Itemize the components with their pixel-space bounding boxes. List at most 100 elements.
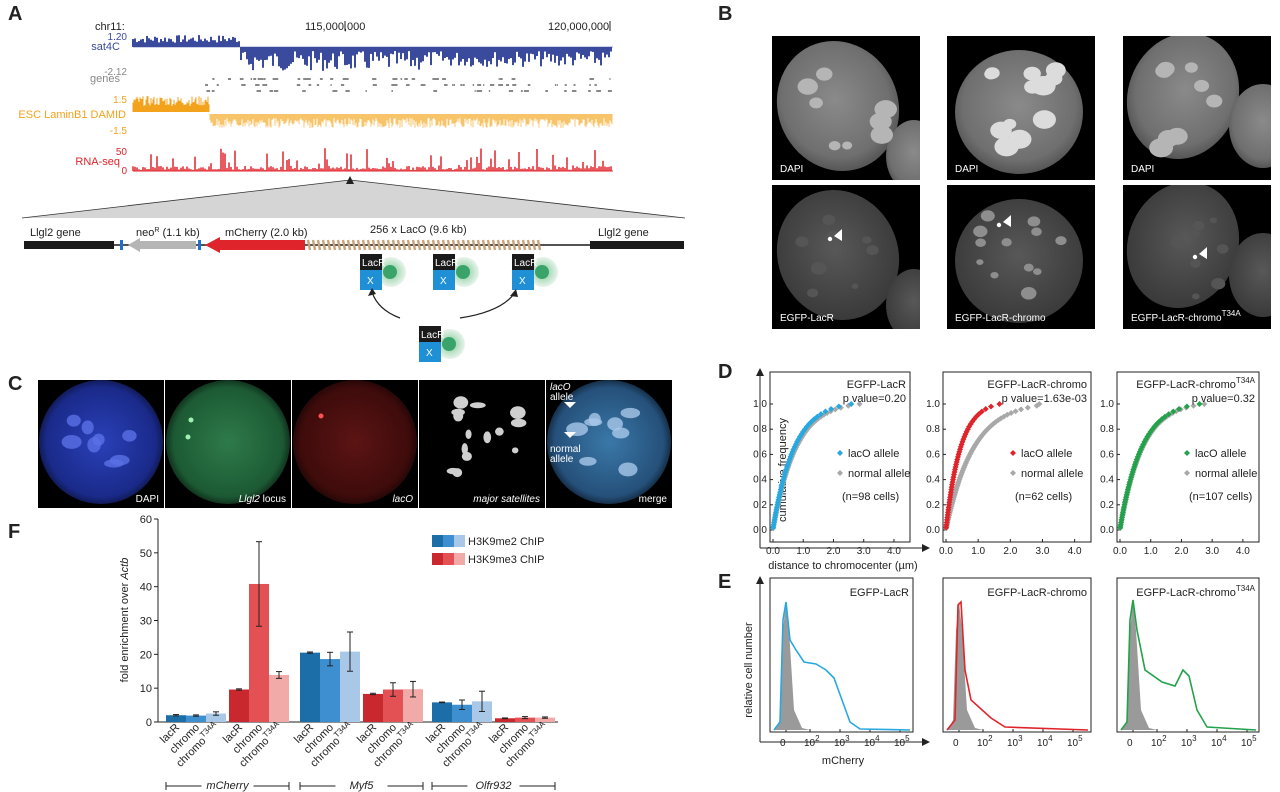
bar [166, 715, 186, 722]
track-sat4c-max: 1.20 [108, 32, 128, 43]
cdf-title: EGFP-LacR-chromo [987, 379, 1087, 391]
lacr-proteins: LacR X LacR X LacR X LacR X [360, 254, 558, 362]
control-histogram [1122, 602, 1157, 730]
cdf-point [817, 411, 824, 418]
y-tick-label: 0.6 [926, 449, 940, 460]
lacr-x-fusion-protein: LacR X [360, 254, 406, 290]
p-value-label: p value=0.20 [843, 393, 906, 405]
histogram-subplot: 0 102 103 104 105 EGFP-LacR-chromo [942, 577, 1092, 749]
micrograph-tile: EGFP-LacR-chromo [947, 185, 1095, 329]
legend-diamond-icon [1184, 450, 1190, 456]
fish-tile: Llgl2 locus [165, 380, 291, 508]
micrograph-tile: EGFP-LacR [772, 185, 920, 329]
legend-diamond-icon [1010, 450, 1016, 456]
x-fusion-label: X [519, 276, 526, 287]
x-fusion-label: X [426, 348, 433, 359]
bar [320, 659, 340, 722]
y-tick-label: 0.2 [926, 500, 940, 511]
f-ylabel: fold enrichment over Actb [119, 558, 131, 683]
bar [229, 689, 249, 722]
x-tick-label: 102 [1151, 734, 1167, 749]
bar [340, 651, 360, 722]
zoom-triangle [22, 180, 685, 218]
panel-d-cumulative: cumulative frequency distance to chromoc… [753, 368, 1260, 572]
y-tick-label: 0.0 [1100, 525, 1114, 536]
lacr-label: LacR [435, 258, 458, 269]
x-tick-label: 105 [1067, 734, 1083, 749]
cell-count-label: (n=98 cells) [842, 491, 899, 503]
cdf-title: EGFP-LacR-chromoT34A [1136, 376, 1255, 391]
y-tick-label: 50 [140, 548, 152, 560]
cdf-point [832, 406, 839, 413]
micrograph-label: DAPI [780, 164, 803, 175]
y-tick-label: 0.2 [753, 500, 767, 511]
lacr-label: LacR [514, 258, 537, 269]
e-ylabel: relative cell number [743, 622, 755, 718]
legend-laco: lacO allele [1195, 448, 1246, 460]
legend-diamond-icon [1010, 470, 1016, 476]
track-lamin-min: -1.5 [110, 126, 128, 137]
panel-e-histograms: relative cell number mCherry 0 102 103 104 1… [743, 576, 1260, 767]
x-tick-label: 102 [977, 734, 993, 749]
y-tick-label: 1.0 [1100, 399, 1114, 410]
legend-swatch [443, 553, 454, 565]
fish-label: merge [639, 494, 668, 505]
cdf-point [822, 408, 829, 415]
legend-laco: lacO allele [848, 448, 899, 460]
x-tick-label: 103 [834, 734, 850, 749]
x-tick-label: 3.0 [1036, 546, 1050, 557]
micrograph-tile: DAPI [1123, 36, 1271, 180]
mcherry-label: mCherry (2.0 kb) [225, 227, 308, 239]
y-tick-label: 0 [146, 717, 152, 729]
legend-diamond-icon [837, 450, 843, 456]
cdf-point [982, 406, 989, 413]
panel-c-fish: DAPI Llgl2 locus lacO major satelliteslacOa… [38, 380, 672, 508]
y-tick-label: 60 [140, 514, 152, 526]
legend-label: H3K9me3 ChIP [468, 554, 544, 566]
y-tick-label: 0.8 [926, 424, 940, 435]
legend-label: H3K9me2 ChIP [468, 536, 544, 548]
lacr-label: LacR [362, 258, 385, 269]
x-tick-label: 103 [1007, 734, 1023, 749]
e-xlabel: mCherry [822, 755, 865, 767]
laco-allele-label: lacO [550, 382, 571, 393]
x-tick-label: 104 [1211, 734, 1227, 749]
bar [515, 717, 535, 722]
bar [383, 689, 403, 722]
cdf-point [1162, 413, 1169, 420]
fish-tile: DAPI [38, 380, 164, 508]
legend-swatch [432, 553, 443, 565]
micrograph-tile: DAPI [947, 36, 1095, 180]
cdf-point [1024, 404, 1031, 411]
micrograph-label: EGFP-LacR-chromo [955, 313, 1046, 324]
x-tick-label: 0 [780, 738, 786, 749]
cdf-point [1201, 401, 1208, 407]
gene-group-label: Myf5 [350, 780, 375, 792]
legend-normal: normal allele [848, 468, 910, 480]
llgl2-gene-left-label: Llgl2 gene [30, 227, 81, 239]
legend-laco: lacO allele [1021, 448, 1072, 460]
sample-histogram-line [946, 600, 1089, 731]
histogram-title: EGFP-LacR-chromo [987, 587, 1087, 599]
track-label-lamin: ESC LaminB1 DAMID [18, 109, 126, 121]
x-tick-label: 105 [894, 734, 910, 749]
arrowhead-icon [564, 402, 576, 408]
cdf-point [988, 403, 995, 410]
cdf-point [835, 403, 842, 410]
cdf-point [1012, 408, 1019, 415]
y-tick-label: 0.6 [753, 449, 767, 460]
panel-letter-d: D [718, 361, 732, 383]
cdf-point [1183, 403, 1190, 410]
micrograph-label: DAPI [955, 164, 978, 175]
mcherry-cassette [205, 237, 305, 253]
chromosome-label: chr11: [95, 21, 125, 33]
cdf-subplot: 0.0 0.2 0.4 0.6 0.8 1.0 0.0 1.0 2.0 3.0 4.0 EGFP-La… [926, 371, 1092, 557]
track-lamin-max: 1.5 [113, 95, 127, 106]
y-tick-label: 0.8 [1100, 424, 1114, 435]
arrowhead-icon [1003, 215, 1011, 227]
bar [452, 704, 472, 722]
